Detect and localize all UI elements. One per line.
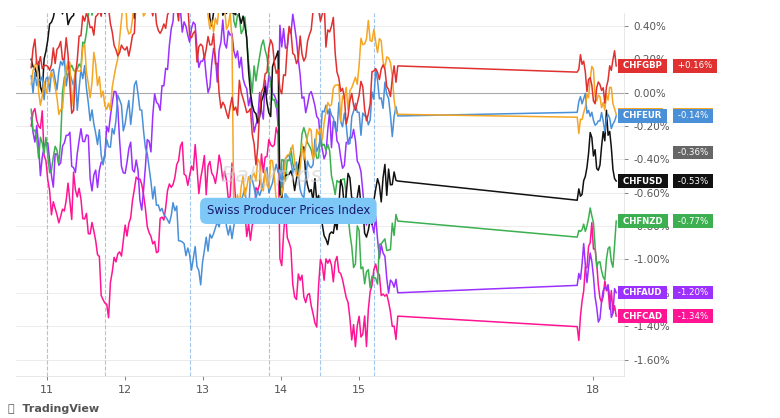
Text: -0.77%: -0.77% bbox=[675, 217, 711, 226]
Text: -0.53%: -0.53% bbox=[675, 176, 711, 186]
Text: -0.36%: -0.36% bbox=[675, 148, 711, 157]
Text: -0.14%: -0.14% bbox=[675, 112, 711, 120]
Text: -1.34%: -1.34% bbox=[675, 312, 711, 321]
Text: -1.20%: -1.20% bbox=[675, 288, 711, 297]
Text: +0.16%: +0.16% bbox=[675, 61, 714, 70]
Text: CHFNZD: CHFNZD bbox=[620, 217, 665, 226]
Text: ⧗  TradingView: ⧗ TradingView bbox=[8, 404, 99, 414]
Text: CHFEUR: CHFEUR bbox=[620, 112, 665, 120]
Text: CHFGBP: CHFGBP bbox=[620, 61, 665, 70]
Text: Swiss Producer Prices Index: Swiss Producer Prices Index bbox=[207, 194, 370, 217]
Text: CHFUSD: CHFUSD bbox=[620, 176, 665, 186]
Text: CHFAUD: CHFAUD bbox=[620, 288, 665, 297]
Text: -0.13%: -0.13% bbox=[675, 110, 711, 119]
Text: CHFJPY: CHFJPY bbox=[620, 110, 661, 119]
Text: Babypips: Babypips bbox=[220, 166, 322, 186]
Text: CHFCAD: CHFCAD bbox=[620, 312, 665, 321]
